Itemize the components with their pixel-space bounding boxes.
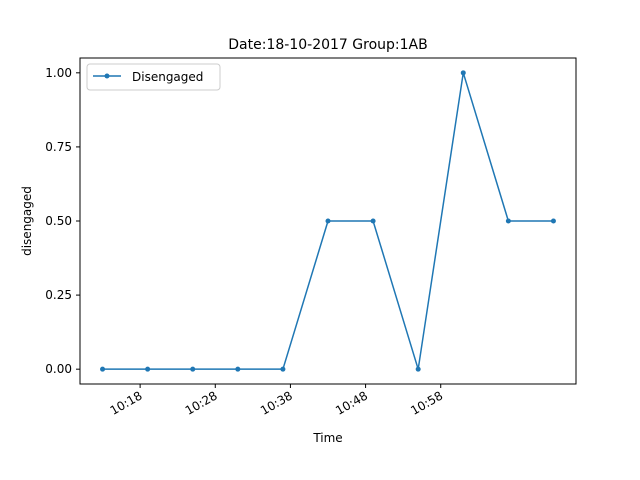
data-point: [370, 218, 376, 224]
data-point: [550, 218, 556, 224]
plot-area: [100, 70, 556, 372]
y-tick-label: 1.00: [45, 66, 72, 80]
data-point: [190, 366, 196, 372]
legend-marker: [104, 73, 110, 79]
y-axis-ticks: 0.00 0.25 0.50 0.75 1.00: [45, 66, 80, 376]
data-point: [100, 366, 106, 372]
y-tick-label: 0.50: [45, 214, 72, 228]
data-point: [505, 218, 511, 224]
legend-label: Disengaged: [132, 70, 203, 84]
y-tick-label: 0.75: [45, 140, 72, 154]
data-point: [280, 366, 286, 372]
y-tick-label: 0.25: [45, 288, 72, 302]
y-tick-label: 0.00: [45, 362, 72, 376]
data-point: [235, 366, 241, 372]
data-point: [460, 70, 466, 76]
legend: Disengaged: [86, 63, 221, 91]
chart-title: Date:18-10-2017 Group:1AB: [228, 37, 427, 53]
x-axis-label: Time: [312, 431, 342, 445]
data-point: [145, 366, 151, 372]
data-point: [415, 366, 421, 372]
legend-box: [86, 63, 221, 91]
data-point: [325, 218, 331, 224]
y-axis-label: disengaged: [20, 186, 34, 256]
